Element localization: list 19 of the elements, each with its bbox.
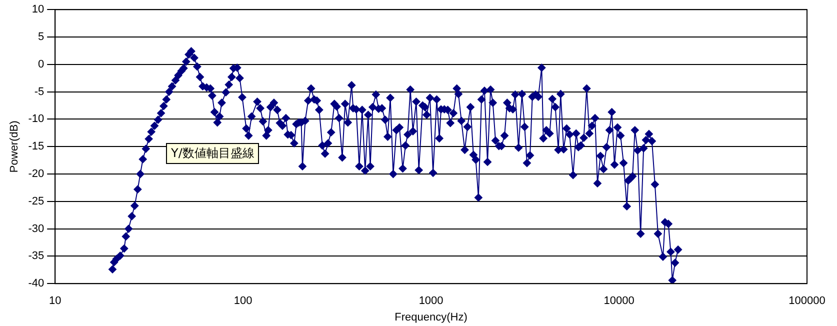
y-axis-title: Power(dB) [8, 120, 21, 173]
annotation: Y/数値軸目盛線 [166, 143, 260, 164]
x-tick-label: 100 [234, 295, 252, 308]
y-tick-label: -25 [28, 195, 44, 208]
x-tick-label: 10 [48, 295, 62, 308]
y-tick-label: -40 [28, 278, 44, 290]
y-tick-label: -30 [28, 222, 44, 235]
y-tick-label: -35 [28, 250, 44, 262]
x-axis-title: Frequency(Hz) [394, 311, 468, 324]
x-tick-label: 10000 [604, 295, 634, 308]
y-tick-label: 0 [38, 58, 44, 70]
y-tick-label: -5 [34, 86, 44, 98]
y-tick-label: -20 [28, 168, 44, 180]
y-tick-label: -10 [28, 113, 44, 126]
y-tick-label: -15 [28, 140, 44, 153]
y-tick-label: 10 [32, 4, 44, 16]
y-tick-label: 5 [38, 31, 44, 44]
x-tick-label: 1000 [418, 295, 444, 308]
x-tick-label: 100000 [788, 295, 826, 308]
